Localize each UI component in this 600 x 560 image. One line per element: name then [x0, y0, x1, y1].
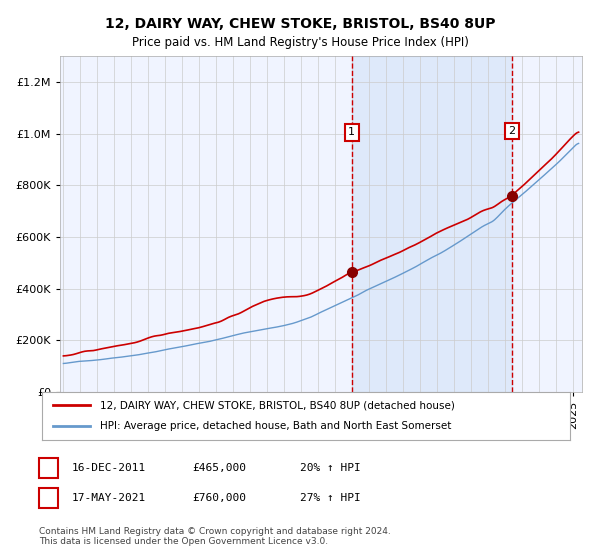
- Text: 17-MAY-2021: 17-MAY-2021: [72, 493, 146, 503]
- Text: 12, DAIRY WAY, CHEW STOKE, BRISTOL, BS40 8UP: 12, DAIRY WAY, CHEW STOKE, BRISTOL, BS40…: [105, 17, 495, 31]
- Text: 16-DEC-2011: 16-DEC-2011: [72, 463, 146, 473]
- Text: 1: 1: [45, 463, 52, 473]
- Text: 27% ↑ HPI: 27% ↑ HPI: [300, 493, 361, 503]
- Text: 2: 2: [45, 493, 52, 503]
- Text: 2: 2: [508, 126, 515, 136]
- Text: 1: 1: [348, 127, 355, 137]
- Text: 12, DAIRY WAY, CHEW STOKE, BRISTOL, BS40 8UP (detached house): 12, DAIRY WAY, CHEW STOKE, BRISTOL, BS40…: [100, 400, 455, 410]
- Bar: [352, 56, 512, 392]
- Text: £760,000: £760,000: [192, 493, 246, 503]
- Text: Price paid vs. HM Land Registry's House Price Index (HPI): Price paid vs. HM Land Registry's House …: [131, 36, 469, 49]
- Text: £465,000: £465,000: [192, 463, 246, 473]
- Text: Contains HM Land Registry data © Crown copyright and database right 2024.
This d: Contains HM Land Registry data © Crown c…: [39, 526, 391, 546]
- Text: 20% ↑ HPI: 20% ↑ HPI: [300, 463, 361, 473]
- Text: HPI: Average price, detached house, Bath and North East Somerset: HPI: Average price, detached house, Bath…: [100, 421, 451, 431]
